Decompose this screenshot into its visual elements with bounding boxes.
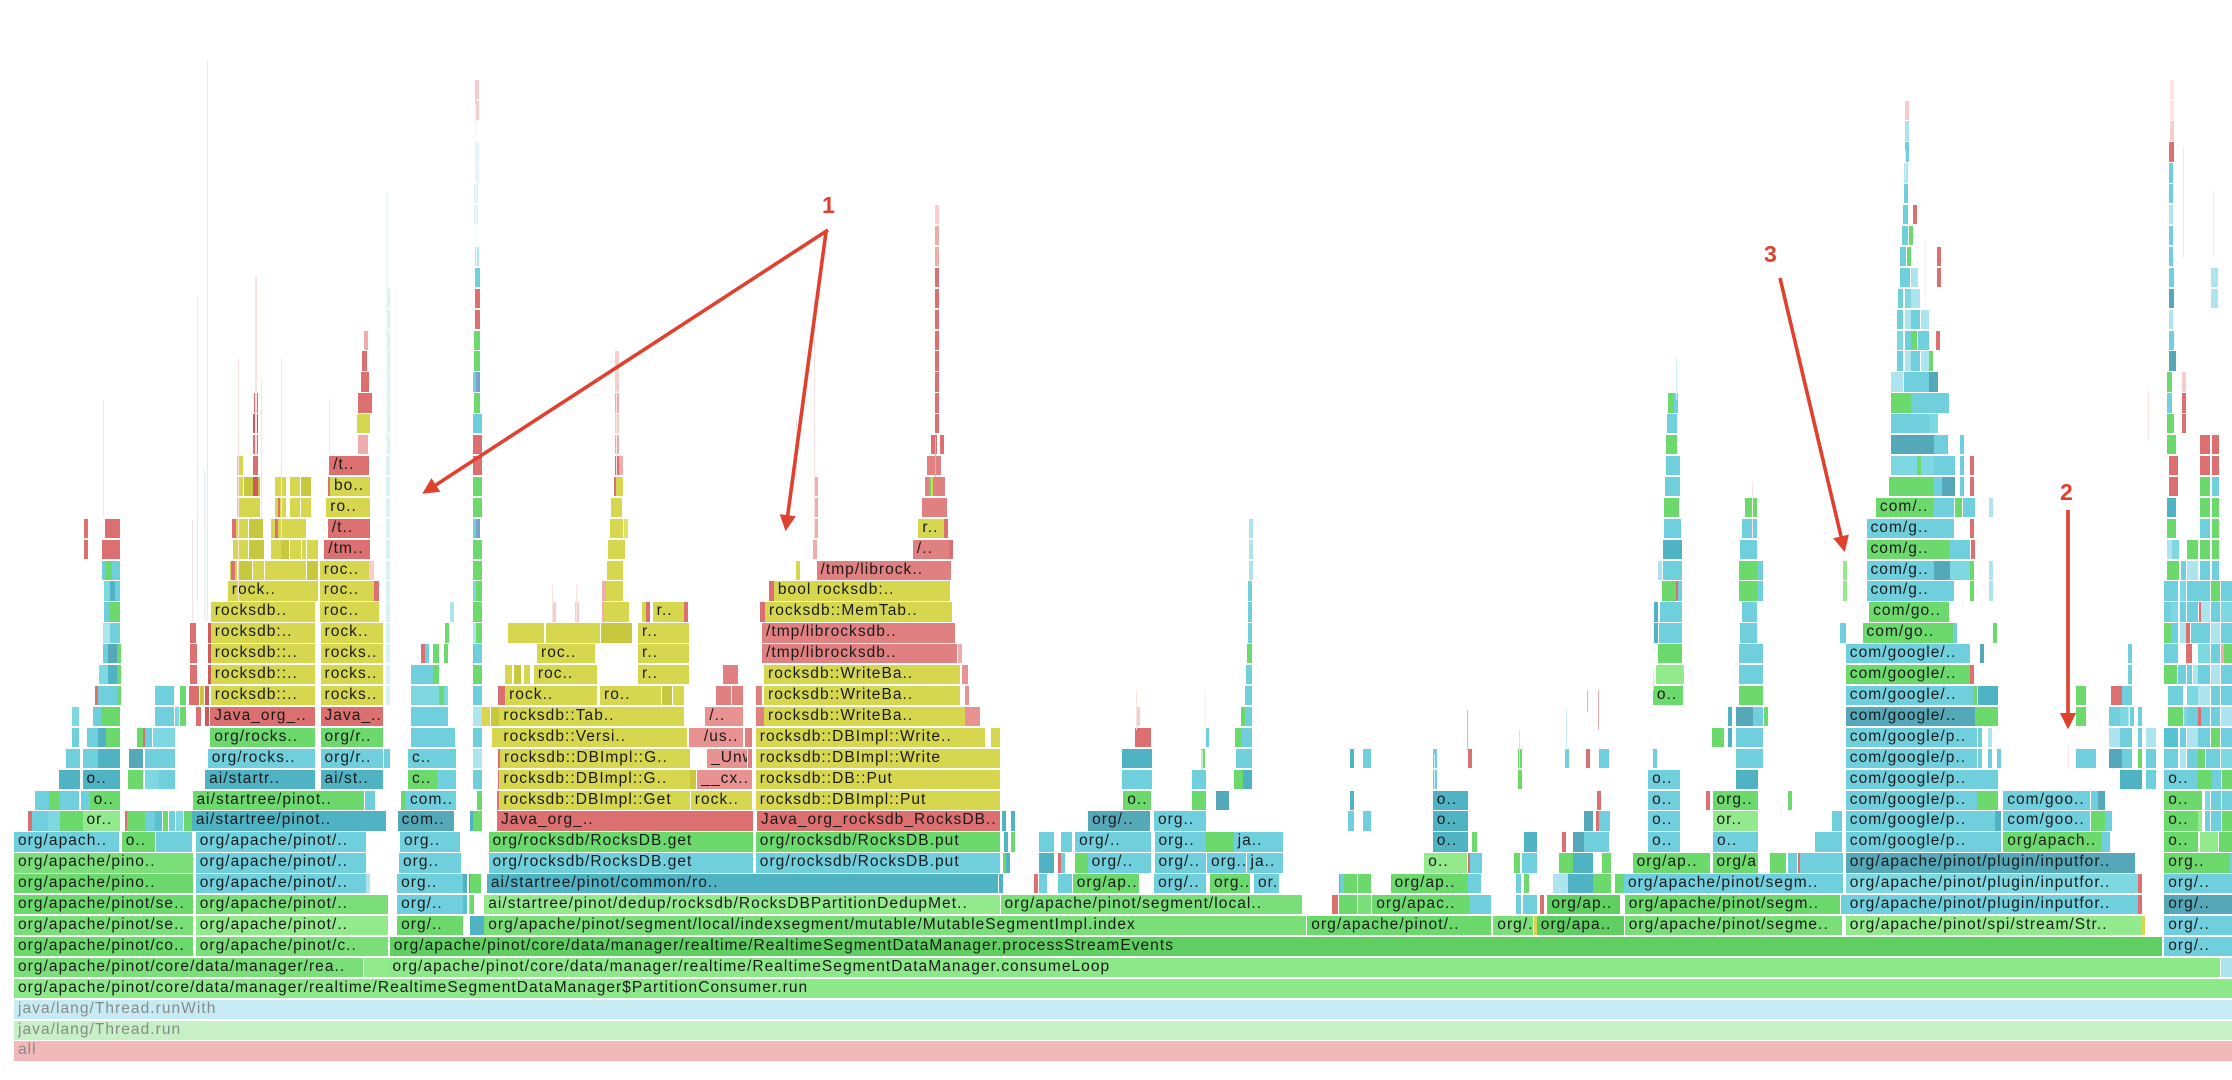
svg-text:2: 2 — [2060, 479, 2073, 505]
svg-text:1: 1 — [822, 192, 835, 218]
svg-text:3: 3 — [1764, 241, 1777, 267]
